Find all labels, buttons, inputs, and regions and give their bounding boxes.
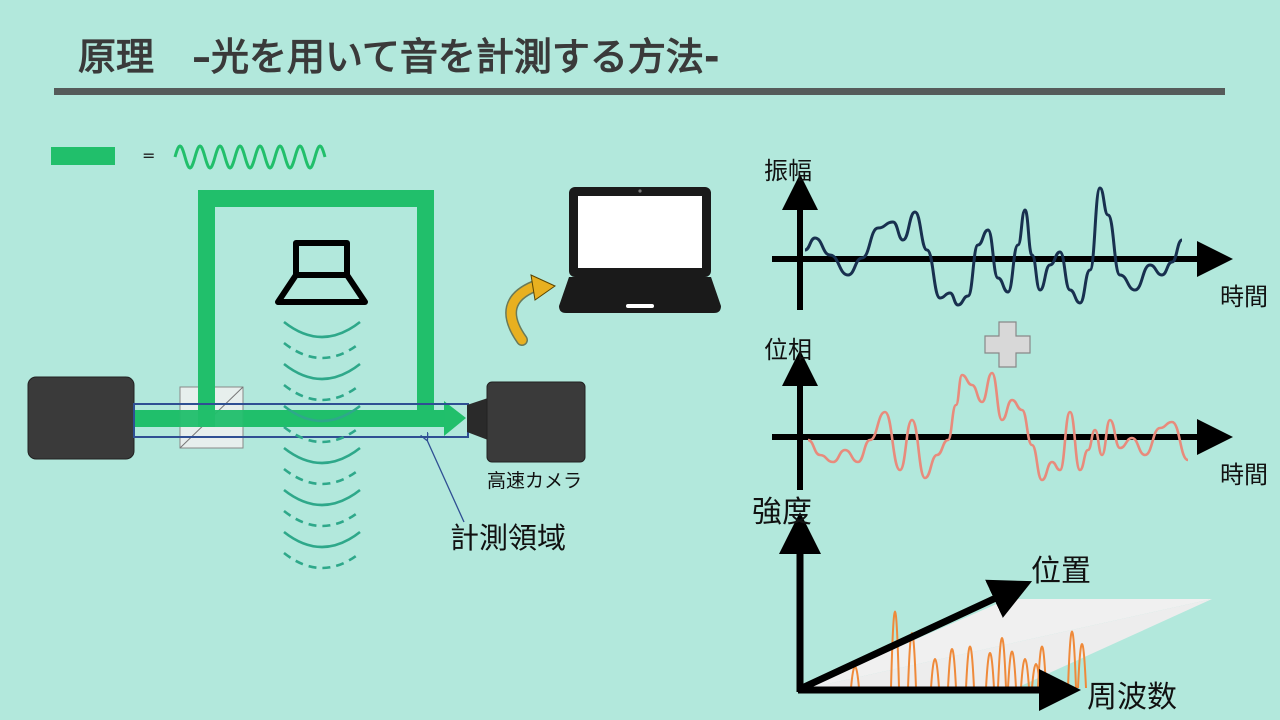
- phase-graph: [772, 350, 1233, 490]
- sound-wave-arc: [283, 362, 361, 381]
- spectrum-ylabel: 強度: [752, 495, 812, 530]
- spectrum-peak: [930, 658, 940, 689]
- spectrum-peak: [965, 645, 975, 689]
- sound-wave-arc: [283, 530, 361, 549]
- sound-wave-arc: [283, 425, 361, 444]
- sound-wave-arc: [283, 551, 361, 570]
- roi-pointer-arrow: [427, 440, 465, 523]
- sound-wave-arc: [283, 404, 361, 423]
- sound-wave-arc: [283, 467, 361, 486]
- spectrum-peak: [985, 652, 995, 689]
- page-title: 原理 –光を用いて音を計測する方法-: [78, 35, 720, 79]
- spectrum-peak: [947, 648, 957, 689]
- spectrum-graph: [779, 512, 1212, 711]
- camera-label: 高速カメラ: [487, 470, 583, 492]
- sound-wave-arc: [283, 509, 361, 528]
- spectrum-peak: [997, 637, 1007, 689]
- transfer-arrow-icon: [505, 274, 557, 346]
- spectrum-peak: [1007, 650, 1017, 689]
- phase-waveform: [807, 371, 1189, 482]
- spectrum-xlabel: 周波数: [1087, 680, 1177, 715]
- sound-wave-arc: [283, 383, 361, 402]
- laser-legend-bar: [51, 147, 115, 165]
- amplitude-graph: [772, 174, 1233, 310]
- sound-wave-arc: [283, 320, 361, 339]
- spectrum-position-label: 位置: [1031, 554, 1091, 589]
- plus-icon: [984, 321, 1031, 368]
- sound-wave-arc: [283, 446, 361, 465]
- phase-ylabel: 位相: [764, 336, 812, 364]
- sound-wave-arc: [283, 488, 361, 507]
- camera-icon: [467, 381, 586, 463]
- spectrum-peak: [890, 610, 900, 689]
- spectrum-peak: [1020, 658, 1030, 689]
- title-divider: [54, 88, 1225, 95]
- laptop-icon: [559, 187, 721, 313]
- spectrum-peaks: [850, 610, 1087, 689]
- measurement-area-label: 計測領域: [450, 521, 567, 555]
- legend-wave-icon: [173, 144, 327, 170]
- sound-wave-arc: [283, 341, 361, 360]
- sound-waves: [283, 320, 361, 570]
- spectrum-peak: [1067, 630, 1077, 689]
- light-source-icon: [27, 376, 135, 460]
- legend-equals: =: [142, 146, 156, 165]
- amplitude-waveform: [804, 186, 1183, 307]
- phase-xlabel: 時間: [1220, 461, 1268, 489]
- speaker-icon: [275, 240, 368, 305]
- amplitude-xlabel: 時間: [1220, 283, 1268, 311]
- amplitude-ylabel: 振幅: [764, 157, 812, 185]
